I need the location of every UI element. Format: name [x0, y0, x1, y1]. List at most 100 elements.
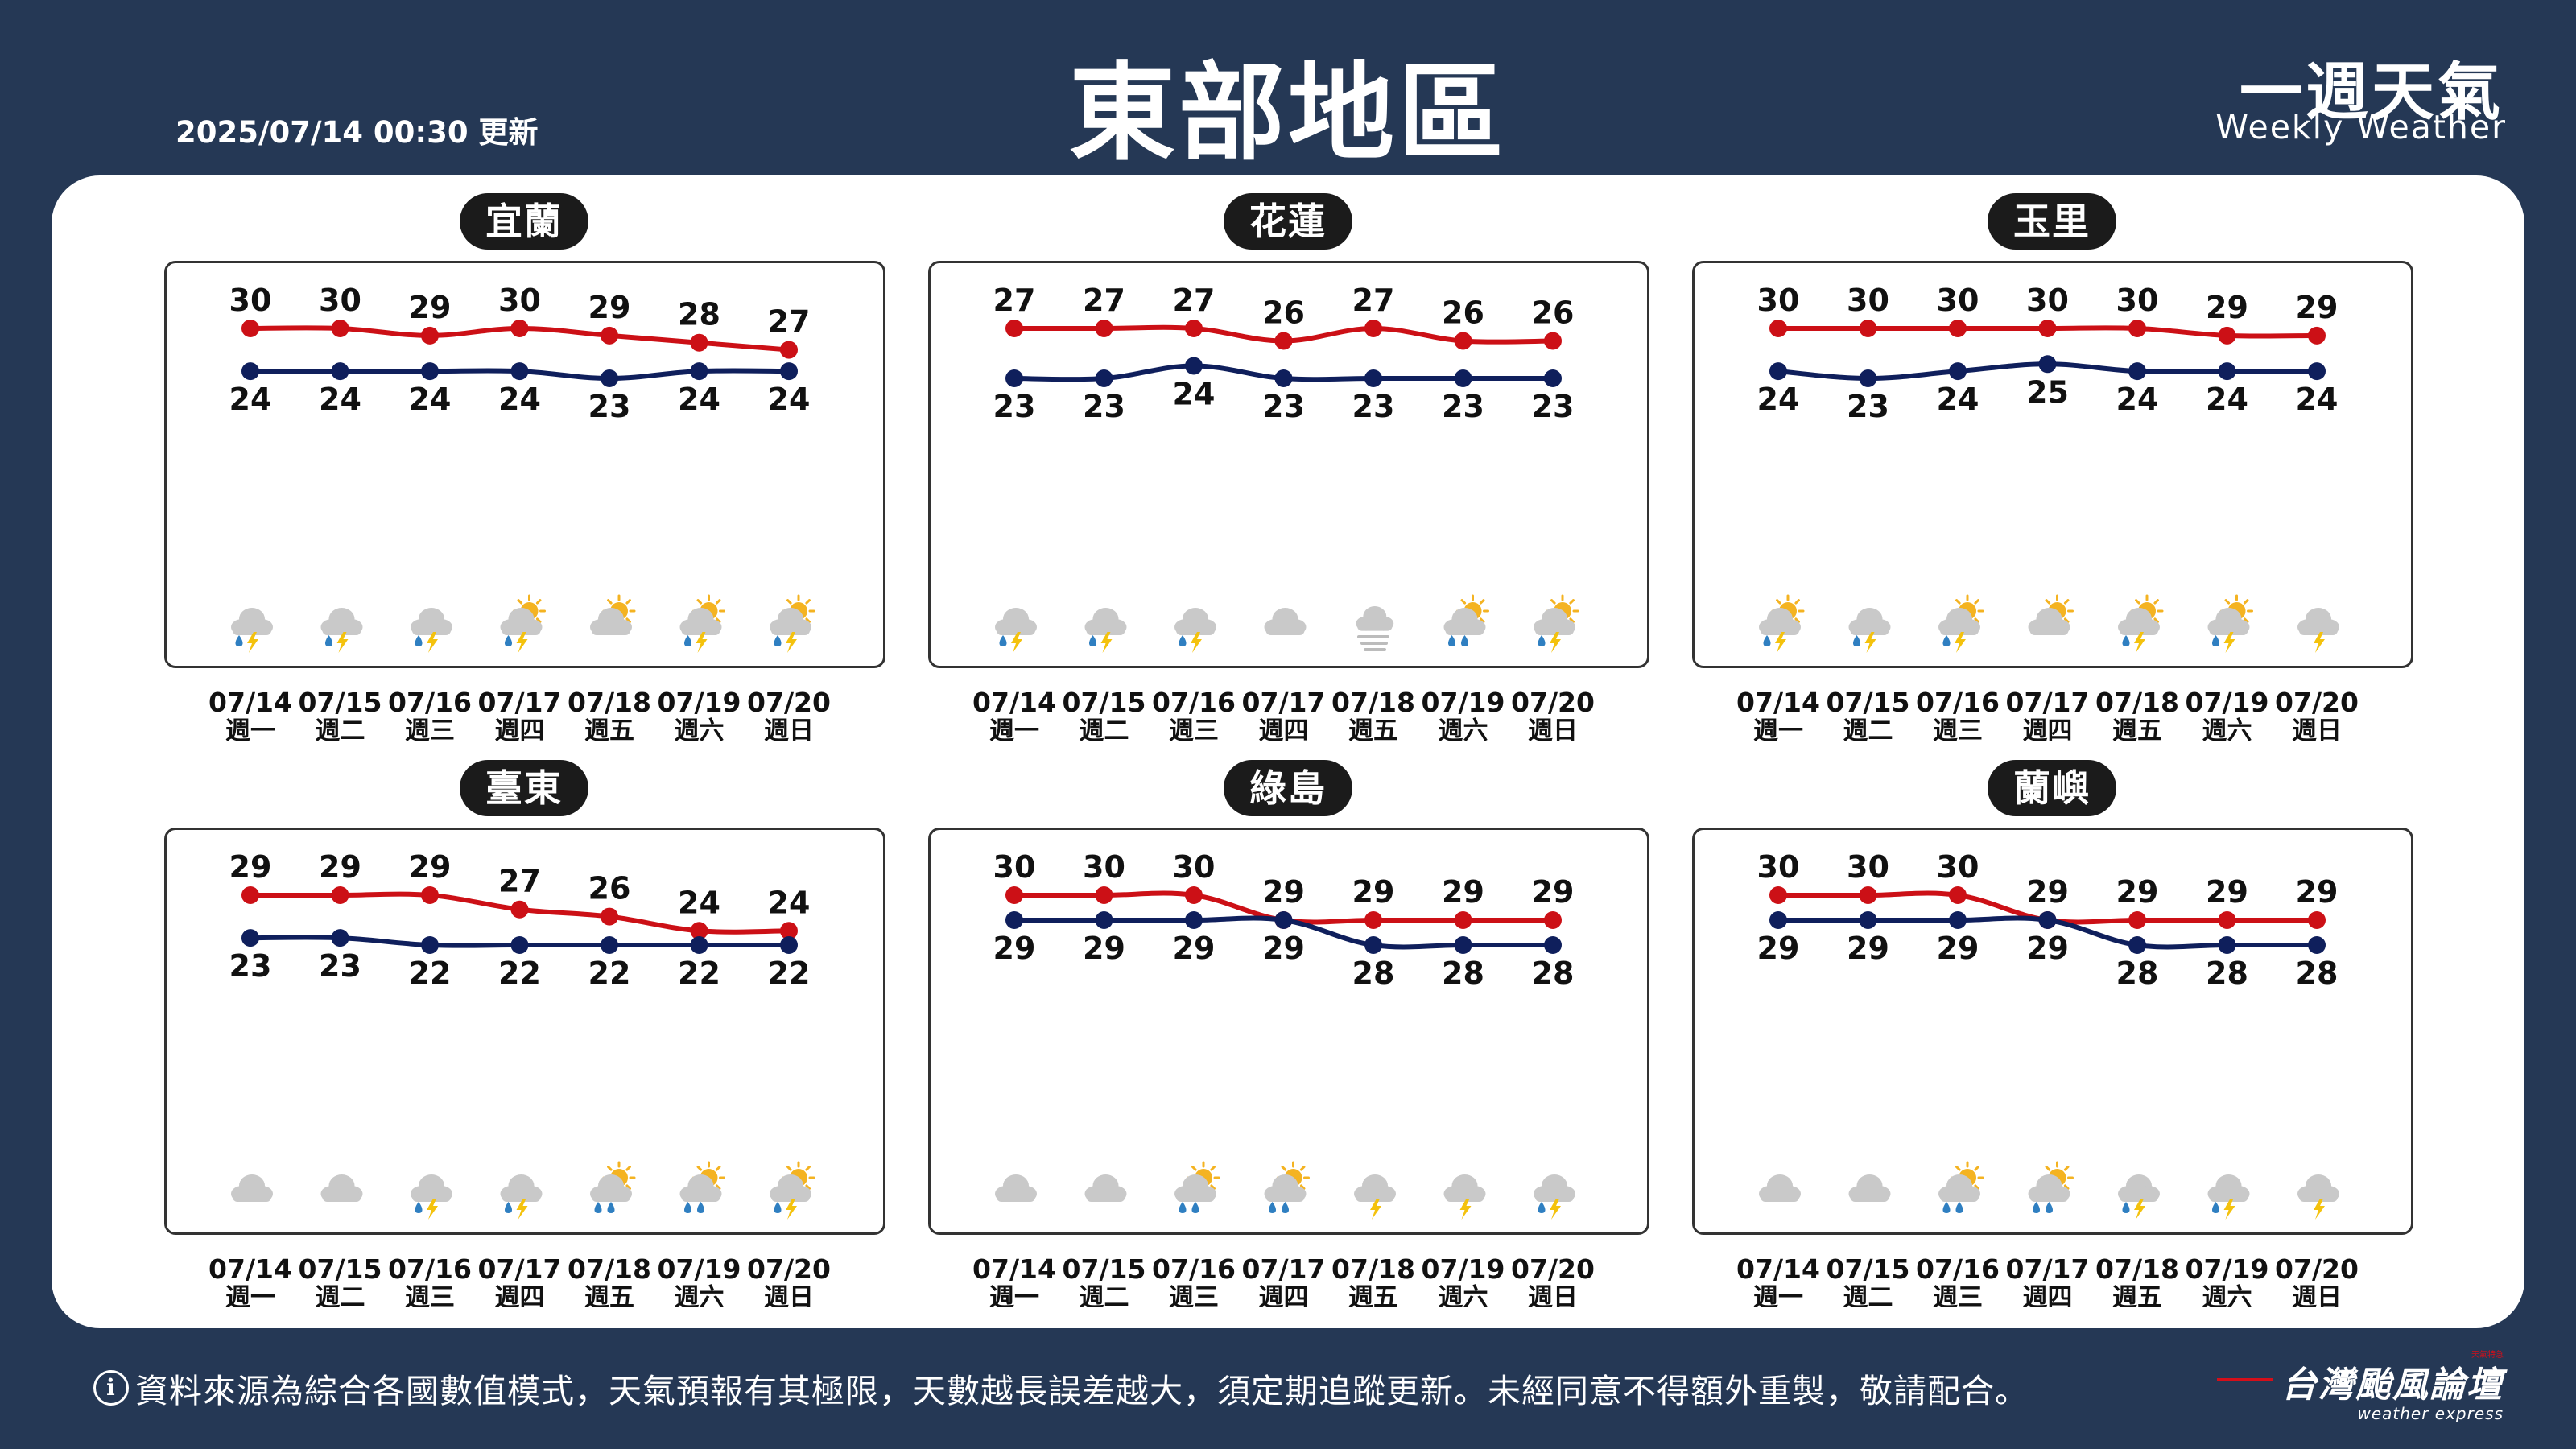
- high-temp-point: [2128, 911, 2146, 929]
- low-temp-label: 24: [2116, 382, 2159, 417]
- sun-cloud-rain-icon: [1174, 1161, 1220, 1213]
- date-tick-label: 07/19: [1422, 687, 1505, 718]
- high-temp-point: [1769, 886, 1787, 904]
- low-temp-point: [2128, 936, 2146, 954]
- weekday-tick-label: 週三: [1169, 1283, 1219, 1307]
- low-temp-point: [421, 362, 439, 381]
- region-yuli: 玉里 30 30 30 30 30 29 29 24 23 24 25 24 24 24 07/14 週一 07…: [1692, 193, 2413, 741]
- high-temp-label: 27: [993, 283, 1036, 318]
- cloud-rain-thunder-icon: [2207, 1174, 2250, 1220]
- sun-cloud-rain-icon: [1938, 1161, 1984, 1213]
- high-temp-label: 30: [498, 283, 541, 318]
- weekday-tick-label: 週五: [2112, 716, 2162, 741]
- region-hualien: 花蓮 27 27 27 26 27 26 26 23 23 24 23 23 23 23 07/14 週一 07…: [928, 193, 1649, 741]
- low-temp-point: [1364, 369, 1382, 387]
- region-taitung: 臺東 29 29 29 27 26 24 24 23 23 22 22 22 22 22 07/14 週一 07…: [164, 760, 886, 1307]
- high-temp-point: [2128, 320, 2146, 337]
- low-temp-point: [1859, 369, 1877, 387]
- date-tick-label: 07/20: [2275, 687, 2359, 718]
- high-temp-label: 29: [2206, 874, 2248, 910]
- date-tick-label: 07/16: [388, 1253, 472, 1285]
- high-temp-label: 27: [768, 304, 811, 340]
- date-tick-label: 07/17: [478, 1253, 562, 1285]
- sun-cloud-rain-icon: [1443, 594, 1489, 646]
- low-temp-label: 24: [229, 382, 272, 417]
- high-temp-point: [242, 320, 259, 337]
- cloudy-icon: [995, 1174, 1037, 1202]
- high-temp-label: 30: [1083, 849, 1125, 885]
- low-temp-label: 22: [409, 956, 452, 991]
- low-temp-point: [331, 362, 349, 381]
- high-temp-label: 29: [2026, 874, 2069, 910]
- high-temp-label: 29: [1262, 874, 1305, 910]
- date-tick-label: 07/19: [1422, 1253, 1505, 1285]
- weekday-tick-label: 週一: [1753, 716, 1803, 741]
- low-temp-label: 24: [1757, 382, 1800, 417]
- weekday-tick-label: 週六: [675, 1283, 724, 1307]
- high-temp-point: [1769, 320, 1787, 337]
- date-tick-label: 07/14: [972, 687, 1056, 718]
- cloud-rain-thunder-icon: [1534, 1174, 1575, 1220]
- footer-disclaimer: i 資料來源為綜合各國數值模式，天氣預報有其極限，天數越長誤差越大，須定期追蹤更…: [93, 1364, 2029, 1412]
- update-timestamp: 2025/07/14 00:30 更新: [175, 115, 539, 150]
- cloudy-icon: [1848, 1174, 1891, 1202]
- weekday-tick-label: 週一: [989, 716, 1039, 741]
- low-temp-point: [1454, 369, 1472, 387]
- region-title: 玉里: [1988, 193, 2116, 250]
- low-temp-point: [2218, 362, 2236, 381]
- high-temp-label: 29: [1532, 874, 1575, 910]
- high-temp-point: [1095, 886, 1113, 904]
- weekday-tick-label: 週四: [495, 1283, 545, 1307]
- high-temp-point: [1095, 320, 1113, 337]
- date-tick-label: 07/17: [1242, 1253, 1326, 1285]
- low-temp-label: 29: [1262, 931, 1305, 966]
- low-temp-label: 23: [1262, 389, 1305, 424]
- high-temp-label: 30: [1937, 283, 1979, 318]
- weekday-tick-label: 週一: [1753, 1283, 1803, 1307]
- logo-small-text: 天氣特急: [2471, 1351, 2504, 1360]
- low-temp-point: [1364, 936, 1382, 954]
- weekday-tick-label: 週五: [1348, 1283, 1398, 1307]
- date-tick-label: 07/19: [658, 1253, 741, 1285]
- date-tick-label: 07/19: [2186, 687, 2269, 718]
- weekday-tick-label: 週六: [1439, 716, 1488, 741]
- high-temp-point: [1949, 320, 1967, 337]
- weekday-tick-label: 週六: [2202, 1283, 2252, 1307]
- high-temp-label: 27: [498, 864, 541, 899]
- low-temp-label: 23: [588, 389, 631, 424]
- high-temp-point: [2308, 326, 2326, 345]
- cloudy-icon: [1759, 1174, 1801, 1202]
- high-temp-label: 30: [993, 849, 1036, 885]
- low-temp-point: [1859, 911, 1877, 929]
- weekday-tick-label: 週二: [1080, 716, 1129, 741]
- low-temp-point: [510, 362, 529, 381]
- date-tick-label: 07/19: [658, 687, 741, 718]
- low-temp-point: [1095, 911, 1113, 929]
- high-temp-label: 29: [409, 849, 452, 885]
- page-title: 東部地區: [1069, 52, 1507, 175]
- high-temp-point: [1274, 332, 1293, 350]
- sun-cloud-rain-thunder-icon: [1759, 594, 1805, 653]
- date-tick-label: 07/17: [2006, 1253, 2090, 1285]
- low-temp-label: 24: [2296, 382, 2339, 417]
- high-temp-label: 24: [768, 885, 811, 920]
- high-temp-label: 24: [678, 885, 720, 920]
- logo-accent-line: [2217, 1378, 2273, 1381]
- low-temp-label: 23: [319, 948, 361, 984]
- high-temp-label: 29: [2116, 874, 2159, 910]
- high-temp-label: 29: [2296, 874, 2339, 910]
- sun-cloud-rain-icon: [1264, 1161, 1310, 1213]
- date-tick-label: 07/20: [1511, 687, 1595, 718]
- high-temp-point: [1454, 332, 1472, 350]
- sun-cloud-rain-icon: [2028, 1161, 2074, 1213]
- forecast-panel: 宜蘭 30 30 29 30 29 28 27 24 24 24 24 23 24 24 07/14 週一 07…: [52, 175, 2524, 1328]
- low-temp-label: 28: [2206, 956, 2248, 991]
- date-tick-label: 07/15: [299, 1253, 382, 1285]
- low-temp-point: [331, 929, 349, 947]
- cloud-rain-thunder-icon: [1084, 608, 1127, 653]
- low-temp-point: [421, 936, 439, 954]
- high-temp-label: 27: [1352, 283, 1395, 318]
- region-title: 臺東: [460, 760, 588, 816]
- region-green-island: 綠島 30 30 30 29 29 29 29 29 29 29 29 28 28 28 07/14 週一 07…: [928, 760, 1649, 1307]
